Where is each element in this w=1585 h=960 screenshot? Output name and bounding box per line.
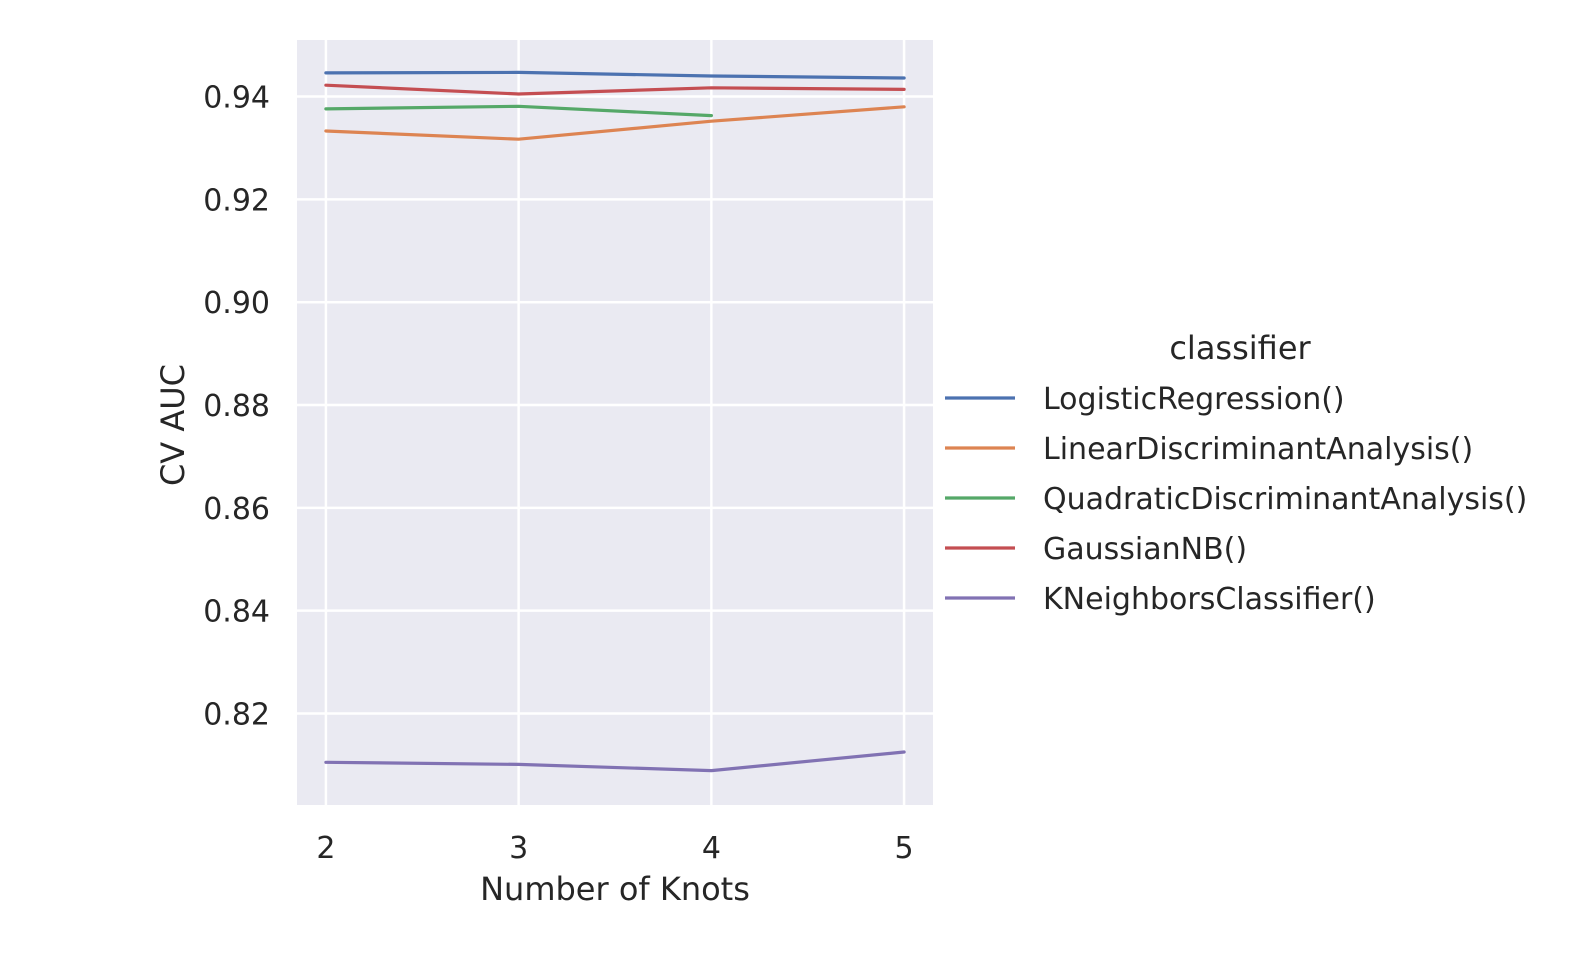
legend-title: classifier xyxy=(1169,329,1311,367)
series-line-linear-discriminant-analysis xyxy=(324,105,906,141)
y-tick-label: 0.82 xyxy=(203,697,270,732)
series-line-logistic-regression xyxy=(324,70,906,80)
legend-label: LinearDiscriminantAnalysis() xyxy=(1043,432,1473,467)
legend-label: KNeighborsClassifier() xyxy=(1043,582,1376,617)
x-tick-label: 3 xyxy=(509,831,528,866)
legend-label: LogisticRegression() xyxy=(1043,382,1345,417)
legend-label: QuadraticDiscriminantAnalysis() xyxy=(1043,482,1527,517)
series-lines xyxy=(324,70,906,773)
x-tick-label: 2 xyxy=(316,831,335,866)
series-line-gaussian-nb xyxy=(324,83,906,96)
y-tick-label: 0.86 xyxy=(203,492,270,527)
grid xyxy=(297,40,933,805)
series-line-quadratic-discriminant-analysis xyxy=(324,104,714,118)
x-tick-label: 5 xyxy=(895,831,914,866)
y-tick-label: 0.88 xyxy=(203,389,270,424)
x-axis-label: Number of Knots xyxy=(480,870,750,908)
legend: classifier LogisticRegression() LinearDis… xyxy=(945,329,1527,617)
y-tick-label: 0.84 xyxy=(203,595,270,630)
legend-items: LogisticRegression() LinearDiscriminantAn… xyxy=(945,382,1527,617)
legend-label: GaussianNB() xyxy=(1043,532,1247,567)
y-tick-label: 0.92 xyxy=(203,183,270,218)
tick-labels: 2 3 4 5 0.82 0.84 0.86 0.88 0.90 0.92 0.94 xyxy=(203,81,913,866)
y-tick-label: 0.90 xyxy=(203,286,270,321)
series-line-kneighbors-classifier xyxy=(324,750,906,773)
x-tick-label: 4 xyxy=(702,831,721,866)
y-axis-label: CV AUC xyxy=(154,364,192,486)
y-tick-label: 0.94 xyxy=(203,81,270,116)
plot-background xyxy=(297,40,933,805)
